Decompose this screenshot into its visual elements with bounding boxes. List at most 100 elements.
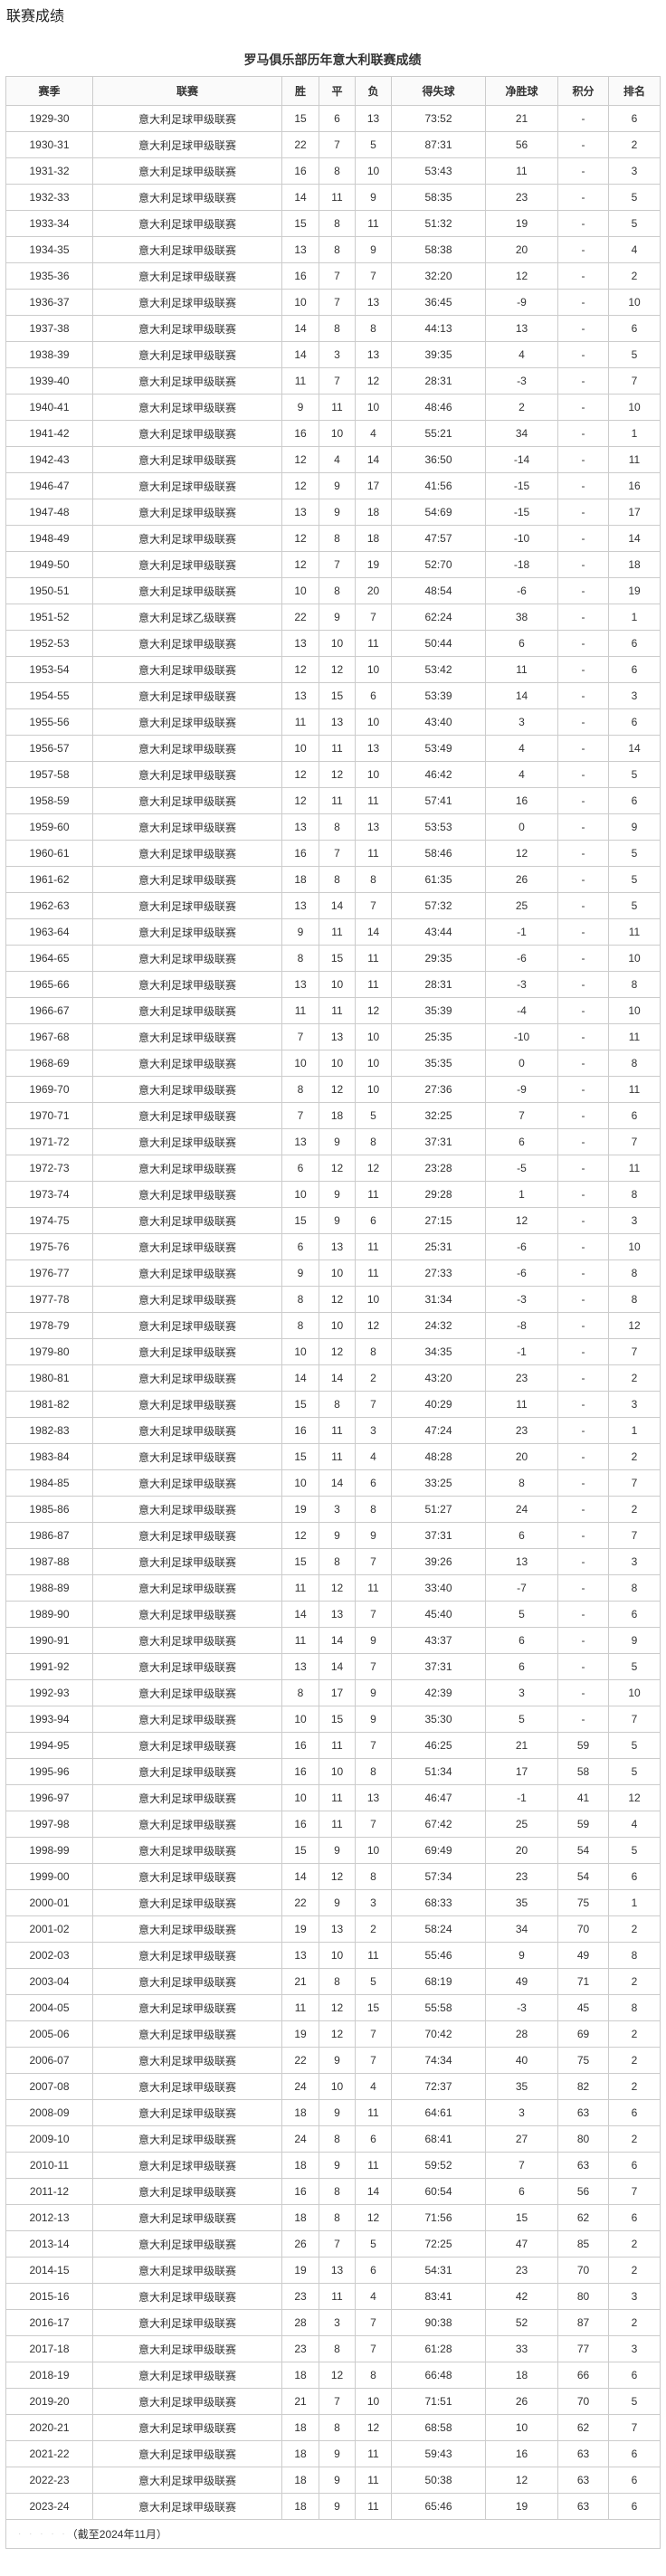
table-row: 1991-92 意大利足球甲级联赛 13 14 7 37:31 6-5 [5, 1653, 661, 1680]
table-row: 1929-30 意大利足球甲级联赛 15 6 13 73:52 21-6 [5, 105, 661, 132]
points-cell: - [557, 1706, 609, 1733]
goal-diff-cell: 34 [485, 1915, 558, 1943]
table-row: 1965-66 意大利足球甲级联赛 13 10 11 28:31 -3-8 [5, 971, 661, 998]
wins-cell: 14 [281, 341, 319, 368]
table-row: 1938-39 意大利足球甲级联赛 14 3 13 39:35 4-5 [5, 341, 661, 368]
goals-cell: 62:24 [391, 604, 486, 631]
goals-cell: 68:33 [391, 1889, 486, 1916]
draws-cell: 8 [319, 813, 356, 841]
losses-cell: 10 [355, 656, 392, 683]
table-row: 1961-62 意大利足球甲级联赛 18 8 8 61:35 26-5 [5, 866, 661, 893]
rank-cell: 3 [608, 157, 661, 185]
league-cell: 意大利足球甲级联赛 [92, 892, 282, 919]
rank-cell: 6 [608, 2362, 661, 2389]
losses-cell: 12 [355, 1155, 392, 1182]
season-cell: 1941-42 [5, 420, 93, 447]
wins-cell: 9 [281, 918, 319, 946]
wins-cell: 16 [281, 420, 319, 447]
season-cell: 1949-50 [5, 551, 93, 578]
losses-cell: 11 [355, 2493, 392, 2520]
season-cell: 1991-92 [5, 1653, 93, 1680]
rank-cell: 7 [608, 1706, 661, 1733]
wins-cell: 22 [281, 604, 319, 631]
season-cell: 1978-79 [5, 1312, 93, 1339]
wins-cell: 13 [281, 892, 319, 919]
rank-cell: 5 [608, 341, 661, 368]
goal-diff-cell: 23 [485, 184, 558, 211]
goals-cell: 61:28 [391, 2335, 486, 2362]
goal-diff-cell: 35 [485, 2073, 558, 2100]
table-row: 1994-95 意大利足球甲级联赛 16 11 7 46:25 21 59 5 [5, 1732, 661, 1759]
wins-cell: 13 [281, 971, 319, 998]
wins-cell: 11 [281, 708, 319, 736]
table-row: 1988-89 意大利足球甲级联赛 11 12 11 33:40 -7-8 [5, 1574, 661, 1602]
goal-diff-cell: 23 [485, 2257, 558, 2284]
wins-cell: 15 [281, 210, 319, 237]
losses-cell: 7 [355, 1653, 392, 1680]
rank-cell: 10 [608, 945, 661, 972]
league-cell: 意大利足球甲级联赛 [92, 630, 282, 657]
league-cell: 意大利足球甲级联赛 [92, 551, 282, 578]
wins-cell: 15 [281, 1548, 319, 1575]
league-cell: 意大利足球甲级联赛 [92, 1994, 282, 2021]
table-row: 2017-18 意大利足球甲级联赛 23 8 7 61:28 33 77 3 [5, 2335, 661, 2362]
league-cell: 意大利足球甲级联赛 [92, 1837, 282, 1864]
goals-cell: 51:32 [391, 210, 486, 237]
season-cell: 1980-81 [5, 1364, 93, 1392]
table-row: 1984-85 意大利足球甲级联赛 10 14 6 33:25 8-7 [5, 1469, 661, 1497]
points-cell: - [557, 813, 609, 841]
season-cell: 1989-90 [5, 1601, 93, 1628]
losses-cell: 8 [355, 315, 392, 342]
points-cell: - [557, 1679, 609, 1706]
losses-cell: 7 [355, 1601, 392, 1628]
draws-cell: 9 [319, 2467, 356, 2494]
wins-cell: 16 [281, 840, 319, 867]
table-row: 2014-15 意大利足球甲级联赛 19 13 6 54:31 23 70 2 [5, 2257, 661, 2284]
losses-cell: 2 [355, 1364, 392, 1392]
goal-diff-cell: 6 [485, 1627, 558, 1654]
goal-diff-cell: 3 [485, 708, 558, 736]
points-cell: - [557, 105, 609, 132]
wins-cell: 18 [281, 866, 319, 893]
goal-diff-cell: -10 [485, 1023, 558, 1050]
points-cell: - [557, 1102, 609, 1129]
season-cell: 2011-12 [5, 2178, 93, 2205]
season-cell: 1940-41 [5, 394, 93, 421]
points-cell: 59 [557, 1811, 609, 1838]
league-cell: 意大利足球甲级联赛 [92, 1627, 282, 1654]
draws-cell: 14 [319, 1653, 356, 1680]
losses-cell: 10 [355, 157, 392, 185]
table-row: 1955-56 意大利足球甲级联赛 11 13 10 43:40 3-6 [5, 708, 661, 736]
league-cell: 意大利足球甲级联赛 [92, 394, 282, 421]
wins-cell: 15 [281, 105, 319, 132]
table-row: 2016-17 意大利足球甲级联赛 28 3 7 90:38 52 87 2 [5, 2309, 661, 2336]
goal-diff-cell: 24 [485, 1496, 558, 1523]
rank-cell: 6 [608, 2440, 661, 2467]
losses-cell: 18 [355, 525, 392, 552]
losses-cell: 12 [355, 2204, 392, 2231]
goal-diff-cell: 49 [485, 1968, 558, 1995]
table-row: 1962-63 意大利足球甲级联赛 13 14 7 57:32 25-5 [5, 892, 661, 919]
draws-cell: 13 [319, 1233, 356, 1260]
table-row: 2005-06 意大利足球甲级联赛 19 12 7 70:42 28 69 2 [5, 2020, 661, 2048]
points-cell: 62 [557, 2204, 609, 2231]
points-cell: - [557, 551, 609, 578]
draws-cell: 13 [319, 1023, 356, 1050]
points-cell: 69 [557, 2020, 609, 2048]
goals-cell: 53:49 [391, 735, 486, 762]
wins-cell: 14 [281, 1863, 319, 1890]
league-cell: 意大利足球甲级联赛 [92, 1391, 282, 1418]
losses-cell: 13 [355, 341, 392, 368]
points-cell: 63 [557, 2467, 609, 2494]
points-cell: 70 [557, 1915, 609, 1943]
table-row: 2007-08 意大利足球甲级联赛 24 10 4 72:37 35 82 2 [5, 2073, 661, 2100]
losses-cell: 8 [355, 2362, 392, 2389]
wins-cell: 8 [281, 1312, 319, 1339]
goal-diff-cell: 9 [485, 1942, 558, 1969]
rank-cell: 7 [608, 1469, 661, 1497]
goal-diff-cell: 25 [485, 892, 558, 919]
rank-cell: 2 [608, 2257, 661, 2284]
table-row: 1970-71 意大利足球甲级联赛 7 18 5 32:25 7-6 [5, 1102, 661, 1129]
rank-cell: 11 [608, 918, 661, 946]
draws-cell: 13 [319, 1915, 356, 1943]
